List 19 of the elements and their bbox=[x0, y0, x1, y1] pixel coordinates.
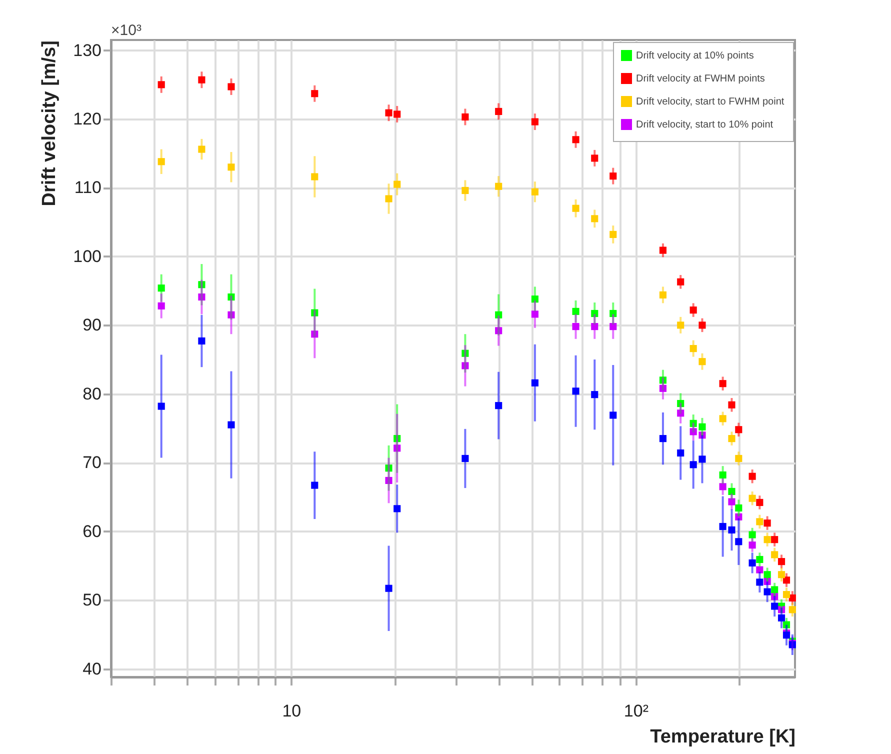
x-tick-label: 10 bbox=[282, 702, 302, 720]
legend-label: Drift velocity at FWHM points bbox=[636, 74, 765, 84]
y-tick-label: 110 bbox=[74, 178, 102, 198]
y-tick-label: 80 bbox=[82, 384, 102, 404]
x-tick-label: 10² bbox=[624, 702, 649, 720]
legend-label: Drift velocity at 10% points bbox=[636, 50, 754, 62]
legend-label: Drift velocity, start to 10% point bbox=[636, 120, 774, 130]
y-tick-label: 50 bbox=[82, 590, 102, 610]
y-tick-label: 70 bbox=[82, 453, 102, 472]
y-axis-title: Drift velocity [m/s] bbox=[39, 40, 60, 206]
legend-label: Drift velocity, start to FWHM point bbox=[636, 96, 784, 108]
y-tick-label: 120 bbox=[73, 110, 102, 129]
y-tick-label: 130 bbox=[73, 40, 102, 60]
y-tick-label: 100 bbox=[73, 246, 102, 266]
y-tick-label: 90 bbox=[82, 316, 102, 335]
y-tick-label: 60 bbox=[82, 522, 102, 541]
y-tick-label: 40 bbox=[82, 659, 102, 678]
text: ×10³ bbox=[111, 22, 142, 39]
x-axis-title: Temperature [K] bbox=[650, 726, 796, 748]
